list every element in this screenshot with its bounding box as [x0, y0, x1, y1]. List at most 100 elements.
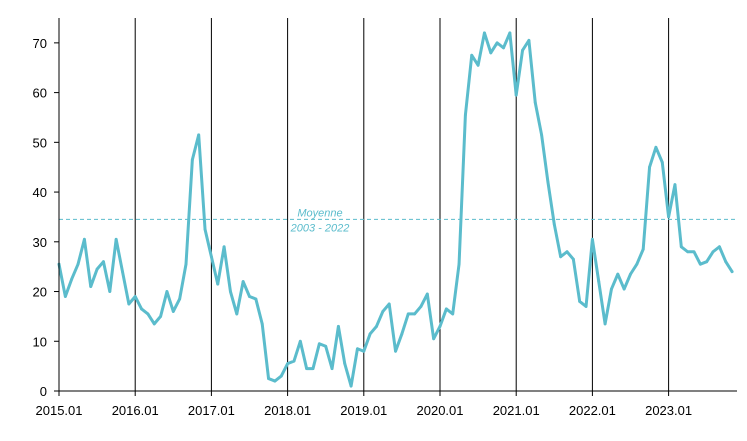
- data-point: [146, 312, 150, 316]
- y-tick-label: 60: [33, 86, 47, 101]
- data-point: [698, 262, 702, 266]
- data-point: [597, 280, 601, 283]
- x-ticks: 2015.01 2016.01 2017.01 2018.01 2019.01 2020.…: [36, 391, 692, 418]
- data-point: [171, 310, 175, 313]
- data-point: [267, 377, 270, 380]
- data-point: [578, 300, 582, 303]
- data-point: [584, 305, 588, 308]
- y-tick-label: 0: [40, 384, 47, 399]
- data-point: [730, 270, 734, 274]
- data-point: [521, 48, 524, 52]
- data-point: [222, 245, 226, 249]
- data-point: [641, 247, 645, 251]
- data-point: [457, 262, 461, 266]
- data-point: [533, 101, 537, 104]
- x-tick-label: 2018.01: [264, 403, 311, 418]
- data-point: [375, 324, 378, 328]
- data-point: [540, 133, 543, 137]
- data-point: [63, 295, 67, 298]
- y-tick-label: 30: [33, 235, 47, 250]
- data-point: [362, 349, 366, 353]
- data-point: [349, 384, 353, 388]
- data-point: [552, 222, 556, 226]
- data-point: [298, 339, 302, 343]
- data-point: [502, 46, 505, 50]
- data-point: [190, 158, 194, 162]
- data-point: [591, 237, 594, 241]
- data-point: [159, 315, 163, 318]
- data-point: [464, 113, 467, 117]
- mean-label-line2: 2003 - 2022: [290, 222, 350, 234]
- data-point: [514, 93, 518, 97]
- series-line: [57, 31, 734, 388]
- data-point: [718, 245, 721, 249]
- data-point: [76, 262, 80, 266]
- data-point: [95, 267, 99, 271]
- data-point: [565, 250, 569, 254]
- data-point: [70, 277, 74, 281]
- data-point: [311, 367, 315, 371]
- data-point: [546, 180, 550, 184]
- data-point: [527, 38, 531, 42]
- data-point: [686, 250, 690, 254]
- data-point: [610, 287, 613, 291]
- y-tick-label: 10: [33, 334, 47, 349]
- data-point: [229, 290, 232, 293]
- data-point: [616, 272, 620, 276]
- data-point: [235, 312, 239, 316]
- y-tick-label: 70: [33, 36, 47, 51]
- data-point: [133, 295, 137, 298]
- data-point: [356, 347, 359, 351]
- data-point: [121, 270, 124, 274]
- vertical-gridlines: [134, 18, 670, 391]
- data-point: [635, 262, 639, 266]
- data-point: [317, 342, 321, 346]
- data-point: [330, 367, 334, 371]
- x-tick-label: 2022.01: [569, 403, 616, 418]
- data-point: [489, 51, 493, 55]
- data-point: [622, 287, 626, 291]
- data-point: [654, 145, 658, 149]
- data-point: [679, 245, 683, 249]
- data-point: [444, 307, 448, 311]
- data-point: [241, 280, 245, 283]
- x-tick-label: 2020.01: [417, 403, 464, 418]
- data-point: [413, 312, 416, 316]
- data-point: [114, 237, 118, 241]
- data-point: [476, 63, 480, 67]
- x-tick-label: 2023.01: [645, 403, 692, 418]
- data-point: [286, 362, 289, 366]
- data-point: [197, 133, 201, 137]
- data-point: [248, 295, 251, 298]
- data-point: [216, 282, 220, 286]
- data-point: [432, 337, 436, 341]
- data-point: [343, 362, 347, 366]
- data-point: [705, 260, 709, 264]
- x-tick-label: 2021.01: [493, 403, 540, 418]
- data-point: [184, 262, 188, 266]
- data-point: [394, 349, 397, 353]
- data-point: [406, 312, 410, 316]
- data-point: [254, 297, 258, 301]
- data-point: [470, 53, 474, 57]
- data-point: [279, 374, 283, 378]
- data-point: [648, 165, 651, 169]
- data-point: [260, 322, 264, 326]
- x-tick-label: 2017.01: [188, 403, 235, 418]
- data-point: [203, 227, 207, 231]
- data-point: [667, 215, 670, 219]
- data-point: [368, 332, 372, 336]
- data-point: [660, 160, 664, 164]
- data-point: [89, 285, 93, 288]
- data-point: [451, 312, 455, 316]
- data-point: [400, 332, 404, 336]
- y-tick-label: 20: [33, 285, 47, 300]
- data-point: [483, 31, 486, 35]
- data-point: [165, 290, 169, 293]
- data-point: [711, 250, 715, 254]
- data-point: [127, 302, 131, 306]
- data-point: [603, 322, 607, 326]
- data-point: [210, 255, 213, 259]
